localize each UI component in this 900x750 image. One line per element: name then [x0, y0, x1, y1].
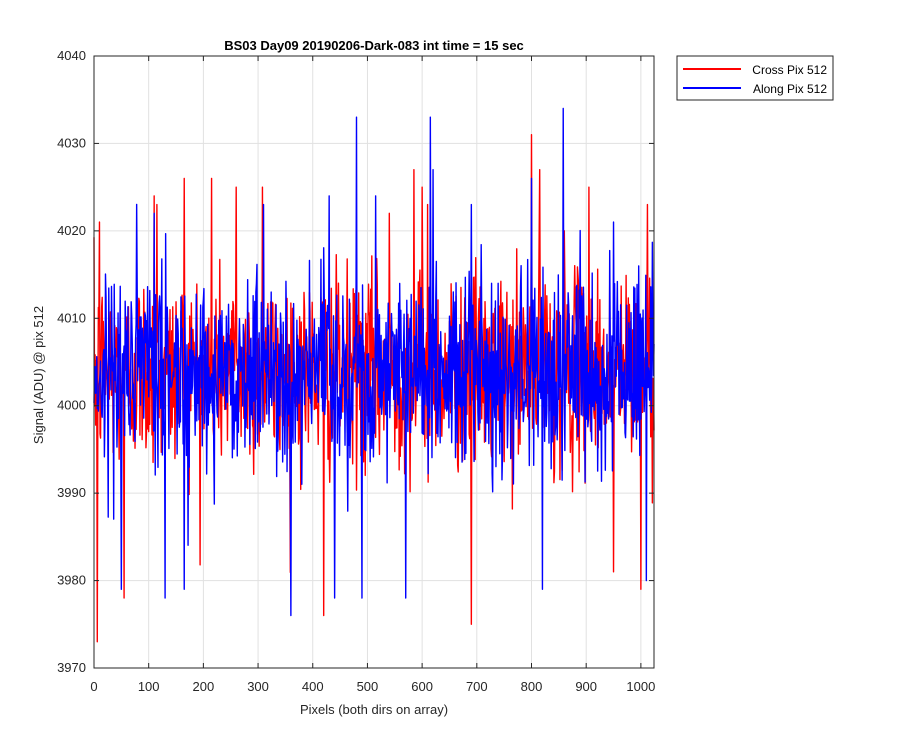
y-tick-label: 4030 — [57, 135, 86, 150]
series-layer — [93, 107, 655, 643]
y-tick-label: 3980 — [57, 573, 86, 588]
x-tick-label: 800 — [521, 679, 543, 694]
x-tick-label: 200 — [193, 679, 215, 694]
axes-box — [93, 55, 655, 669]
legend-label-cross: Cross Pix 512 — [752, 63, 827, 77]
y-tick-label: 4010 — [57, 310, 86, 325]
x-tick-label: 0 — [90, 679, 97, 694]
legend[interactable]: Cross Pix 512 Along Pix 512 — [676, 55, 834, 101]
axis-ticks: 0 100 200 300 400 500 600 700 800 900 1000 3970 3980… — [57, 48, 655, 694]
x-axis-label: Pixels (both dirs on array) — [300, 702, 448, 717]
y-tick-label: 4040 — [57, 48, 86, 63]
y-tick-label: 3990 — [57, 485, 86, 500]
x-tick-label: 500 — [357, 679, 379, 694]
y-tick-label: 4000 — [57, 398, 86, 413]
x-tick-label: 300 — [247, 679, 269, 694]
legend-label-along: Along Pix 512 — [753, 82, 827, 96]
series-line-along — [93, 107, 655, 617]
chart-title: BS03 Day09 20190206-Dark-083 int time = … — [224, 38, 524, 53]
x-tick-label: 900 — [575, 679, 597, 694]
x-tick-label: 600 — [411, 679, 433, 694]
legend-box — [676, 55, 834, 101]
x-tick-label: 400 — [302, 679, 324, 694]
x-tick-label: 1000 — [626, 679, 655, 694]
y-tick-label: 3970 — [57, 660, 86, 675]
x-tick-label: 100 — [138, 679, 160, 694]
x-tick-label: 700 — [466, 679, 488, 694]
y-tick-label: 4020 — [57, 223, 86, 238]
y-axis-label: Signal (ADU) @ pix 512 — [31, 306, 46, 444]
